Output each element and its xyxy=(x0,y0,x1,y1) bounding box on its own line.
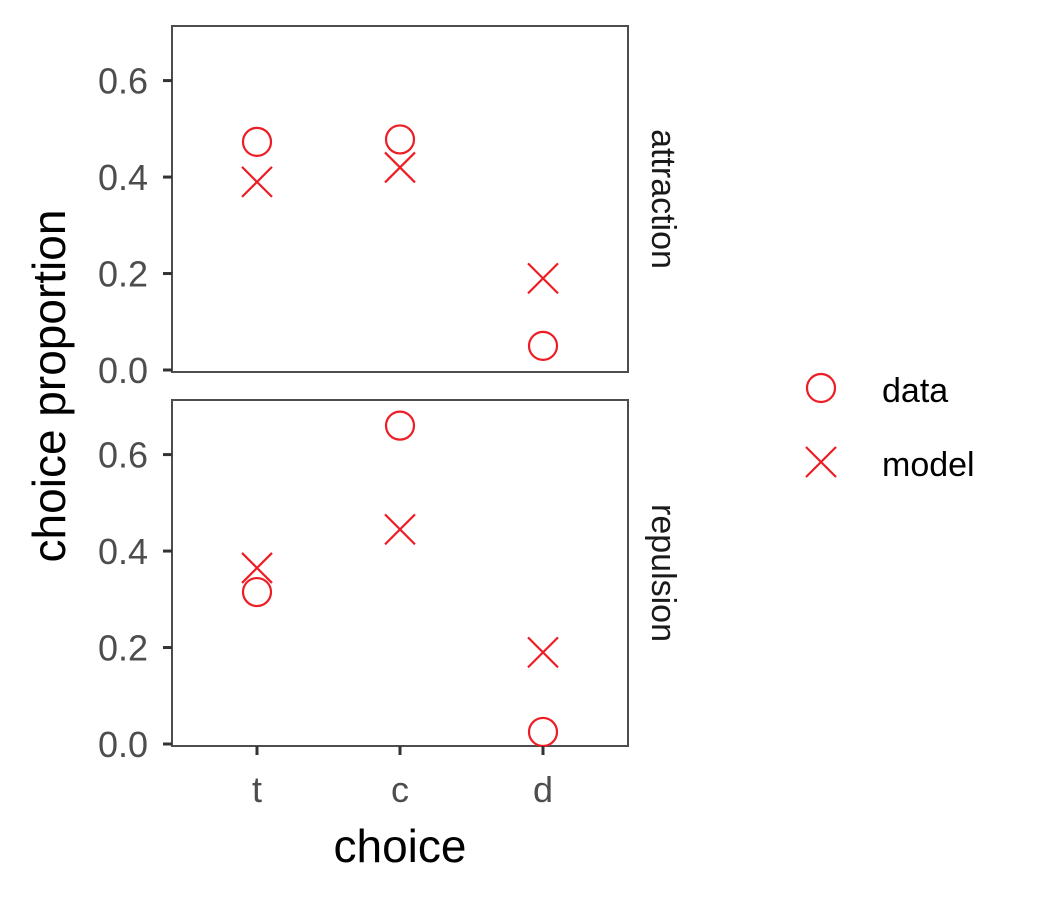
model-point-model-d xyxy=(527,262,559,295)
panel-attraction-y-tick-labels: 0.0 0.2 0.4 0.6 xyxy=(98,61,148,391)
y-tick-label: 0.6 xyxy=(98,61,148,102)
model-point-model-c xyxy=(384,513,416,546)
panel-repulsion-points xyxy=(241,410,559,748)
panel-repulsion-y-ticks xyxy=(163,453,172,746)
model-point-model-t xyxy=(241,166,273,198)
y-tick-label: 0.0 xyxy=(98,350,148,391)
data-point-data-d xyxy=(527,716,559,748)
y-tick-label: 0.2 xyxy=(98,628,148,669)
x-tick-label: t xyxy=(252,769,262,810)
model-point-model-c xyxy=(384,151,416,184)
x-tick-label: c xyxy=(391,769,409,810)
panel-repulsion-y-tick-labels: 0.0 0.2 0.4 0.6 xyxy=(98,435,148,765)
data-point-data-d xyxy=(527,330,559,361)
strip-label-attraction: attraction xyxy=(644,129,682,269)
panel-attraction-border xyxy=(171,25,629,373)
panel-repulsion-y-axis: 0.0 0.2 0.4 0.6 xyxy=(98,435,172,765)
strip-label-repulsion: repulsion xyxy=(644,504,682,642)
data-point-data-t xyxy=(241,126,273,157)
legend-label-model: model xyxy=(882,446,975,484)
model-point-model-d xyxy=(527,636,559,669)
legend: data model xyxy=(805,372,975,484)
legend-item-model: model xyxy=(805,446,975,484)
panel-attraction-y-axis: 0.0 0.2 0.4 0.6 xyxy=(98,61,172,391)
x-tick-label: d xyxy=(533,769,553,810)
data-point-data-c xyxy=(384,124,416,155)
x-ticks xyxy=(255,746,545,755)
panel-repulsion-border xyxy=(171,399,629,747)
y-axis-title: choice proportion xyxy=(23,210,75,563)
x-axis: t c d xyxy=(252,746,553,810)
panel-attraction-y-ticks xyxy=(163,79,172,372)
legend-label-data: data xyxy=(882,372,948,410)
y-tick-label: 0.6 xyxy=(98,435,148,476)
y-tick-label: 0.4 xyxy=(98,531,148,572)
data-point-data-t xyxy=(241,576,273,608)
panel-attraction-points xyxy=(241,124,559,361)
y-tick-label: 0.4 xyxy=(98,157,148,198)
legend-key-model-x xyxy=(805,446,837,478)
x-axis-title: choice xyxy=(334,820,467,872)
panel-repulsion: 0.0 0.2 0.4 0.6 repulsion xyxy=(98,399,682,765)
x-tick-labels: t c d xyxy=(252,769,553,810)
data-point-data-c xyxy=(384,410,416,441)
y-tick-label: 0.0 xyxy=(98,724,148,765)
panel-attraction: 0.0 0.2 0.4 0.6 attraction xyxy=(98,25,682,391)
y-tick-label: 0.2 xyxy=(98,254,148,295)
legend-key-data-circle xyxy=(805,372,837,404)
legend-item-data: data xyxy=(805,372,948,410)
model-point-model-t xyxy=(241,552,273,584)
